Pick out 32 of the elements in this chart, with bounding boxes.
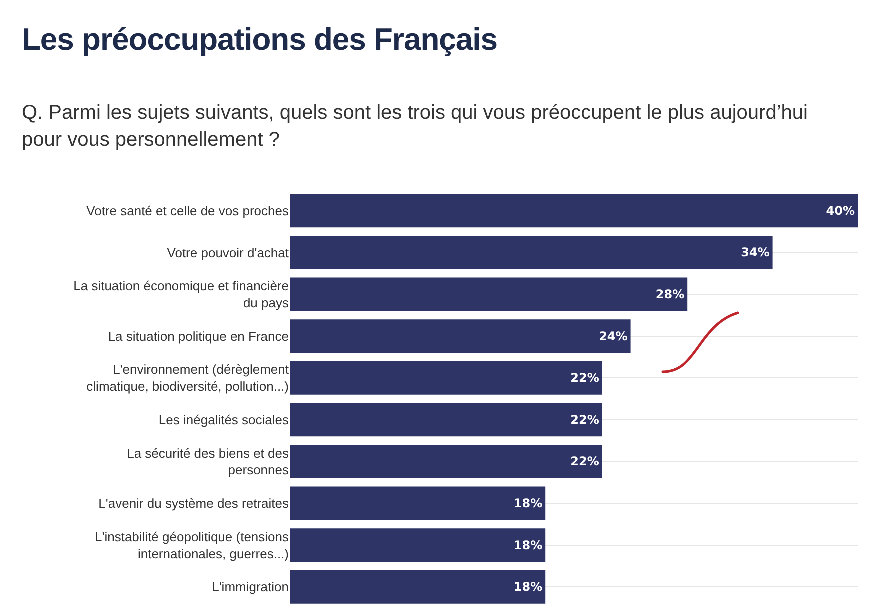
- y-tick-label: La sécurité des biens et des personnes: [127, 446, 290, 478]
- data-label: 18%: [514, 496, 543, 510]
- chart-subtitle: Q. Parmi les sujets suivants, quels sont les trois qui vous préoccupent le plus aujourd’hui pour vous personnellement ?: [22, 101, 809, 153]
- bar: [290, 444, 602, 478]
- bar: [290, 236, 773, 270]
- data-label: 24%: [599, 329, 628, 344]
- y-tick-label: L'immigration: [212, 580, 289, 595]
- data-label: 18%: [514, 538, 543, 552]
- bar: [290, 570, 546, 604]
- data-label: 40%: [826, 204, 855, 218]
- bar: [290, 486, 546, 520]
- data-label: 34%: [741, 246, 770, 260]
- y-tick-label: L'avenir du système des retraites: [98, 496, 290, 512]
- bar: [290, 403, 602, 437]
- data-label: 22%: [570, 454, 600, 469]
- data-label: 28%: [656, 288, 685, 302]
- data-label: 18%: [514, 580, 543, 594]
- data-label: 22%: [570, 412, 600, 427]
- bar: [290, 528, 546, 562]
- y-tick-label: Votre santé et celle de vos proches: [86, 203, 290, 218]
- bar: [290, 194, 858, 228]
- bar: [290, 320, 631, 354]
- y-tick-label: Les inégalités sociales: [158, 412, 290, 428]
- y-tick-label: La situation économique et financière du pays: [74, 278, 290, 310]
- y-tick-label: Votre pouvoir d'achat: [167, 245, 290, 260]
- bar: [290, 278, 688, 312]
- chart-title: Les préoccupations des Français: [22, 22, 498, 58]
- bar: [290, 361, 602, 395]
- y-tick-label: L'environnement (dérèglement climatique, biodiversité, pollution...): [86, 362, 290, 394]
- data-label: 22%: [570, 371, 600, 386]
- y-tick-label: L'instabilité géopolitique (tensions internationales, guerres...): [95, 529, 290, 562]
- y-tick-label: La situation politique en France: [108, 328, 289, 344]
